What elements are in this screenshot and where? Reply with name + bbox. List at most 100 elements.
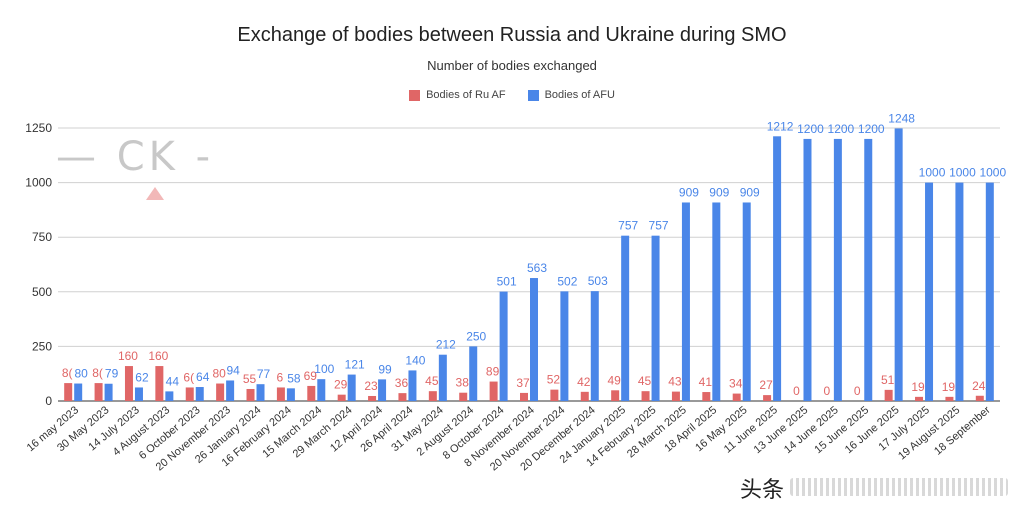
ck-logo-text: — CK - [56, 134, 214, 180]
bar-ru-af [428, 391, 437, 401]
data-label-afu: 501 [497, 275, 517, 289]
legend-label-ru: Bodies of Ru AF [426, 89, 506, 101]
bar-ru-af [611, 390, 620, 401]
data-label-ru-af: 69 [304, 369, 318, 383]
bar-ru-af [580, 391, 589, 401]
data-label-ru-af: 8( [92, 366, 103, 380]
data-label-afu: 79 [105, 367, 119, 381]
data-label-afu: 503 [588, 274, 608, 288]
bar-afu [378, 379, 387, 401]
data-label-ru-af: 6( [183, 370, 194, 384]
data-label-ru-af: 6 [277, 370, 284, 384]
data-label-afu: 44 [166, 374, 180, 388]
data-label-afu: 502 [557, 274, 577, 288]
bar-afu [195, 387, 204, 401]
data-label-afu: 909 [709, 185, 729, 199]
bar-ru-af [550, 389, 559, 401]
data-label-afu: 100 [314, 362, 334, 376]
data-label-ru-af: 45 [638, 374, 652, 388]
bar-afu [590, 291, 599, 401]
bar-ru-af [398, 393, 407, 401]
bar-afu [530, 278, 538, 401]
bar-ru-af [337, 394, 346, 401]
data-label-afu: 212 [436, 338, 456, 352]
y-tick-label: 0 [45, 394, 52, 408]
bar-afu [347, 374, 356, 401]
data-label-ru-af: 42 [577, 375, 591, 389]
bar-afu [560, 291, 569, 401]
bar-ru-af [763, 395, 772, 401]
data-label-afu: 121 [345, 358, 365, 372]
data-label-afu: 250 [466, 329, 486, 343]
data-label-ru-af: 23 [364, 379, 378, 393]
bar-afu [621, 235, 630, 401]
chart-legend: Bodies of Ru AF Bodies of AFU [0, 89, 1024, 101]
data-label-ru-af: 43 [668, 375, 682, 389]
legend-item-ru: Bodies of Ru AF [409, 89, 506, 101]
data-label-ru-af: 89 [486, 365, 500, 379]
bar-ru-af [975, 395, 984, 401]
bar-ru-af [915, 396, 924, 401]
footer-watermark-bar [790, 478, 1008, 496]
bar-ru-af [489, 381, 498, 401]
bar-ru-af [94, 383, 103, 401]
data-label-afu: 909 [679, 185, 699, 199]
data-label-ru-af: 27 [759, 378, 773, 392]
data-label-ru-af: 19 [942, 380, 956, 394]
chart-bars [64, 128, 994, 402]
y-tick-label: 500 [32, 285, 52, 299]
data-label-ru-af: 160 [148, 349, 168, 363]
data-label-afu: 1200 [797, 122, 824, 136]
y-axis-ticks: 0 250 500 750 1000 1250 [25, 121, 52, 408]
chart-subtitle: Number of bodies exchanged [427, 58, 597, 73]
data-label-ru-af: 29 [334, 378, 348, 392]
data-label-ru-af: 45 [425, 374, 439, 388]
bar-ru-af [246, 388, 255, 401]
bar-afu [317, 379, 326, 401]
data-label-ru-af: 160 [118, 349, 138, 363]
bar-afu [104, 383, 113, 401]
data-label-afu: 1000 [919, 166, 946, 180]
data-label-afu: 140 [405, 353, 425, 367]
legend-swatch-ru [409, 89, 421, 101]
data-label-afu: 1000 [979, 166, 1006, 180]
data-label-ru-af: 41 [699, 375, 713, 389]
bar-afu [226, 380, 235, 401]
data-label-ru-af: 8( [62, 366, 73, 380]
footer-watermark-text: 头条 [740, 478, 785, 503]
bar-ru-af [459, 392, 468, 401]
data-label-afu: 563 [527, 261, 547, 275]
bar-ru-af [702, 392, 711, 401]
bar-ru-af [307, 385, 316, 401]
bar-afu [712, 202, 721, 401]
data-label-ru-af: 52 [547, 373, 561, 387]
bar-afu [925, 182, 934, 401]
bar-ru-af [732, 393, 741, 401]
bar-afu [864, 138, 873, 402]
data-label-afu: 77 [257, 367, 271, 381]
bar-ru-af [368, 395, 377, 401]
y-tick-label: 750 [32, 230, 52, 244]
chart-grid [58, 127, 1000, 402]
data-label-afu: 1212 [767, 119, 794, 133]
data-label-afu: 94 [226, 363, 240, 377]
data-label-ru-af: 0 [824, 384, 831, 398]
data-label-ru-af: 51 [881, 373, 895, 387]
data-label-ru-af: 0 [793, 384, 800, 398]
data-label-afu: 1200 [828, 122, 855, 136]
data-label-afu: 80 [75, 367, 89, 381]
bar-ru-af [520, 392, 528, 401]
data-label-afu: 1200 [858, 122, 885, 136]
bar-ru-af [124, 366, 133, 401]
data-label-ru-af: 19 [911, 380, 925, 394]
bar-afu [833, 138, 842, 402]
bar-ru-af [216, 383, 225, 401]
bar-afu [286, 388, 295, 401]
data-label-afu: 1000 [949, 166, 976, 180]
legend-item-afu: Bodies of AFU [527, 89, 615, 101]
bar-ru-af [155, 366, 164, 401]
bar-ru-af [671, 391, 680, 401]
